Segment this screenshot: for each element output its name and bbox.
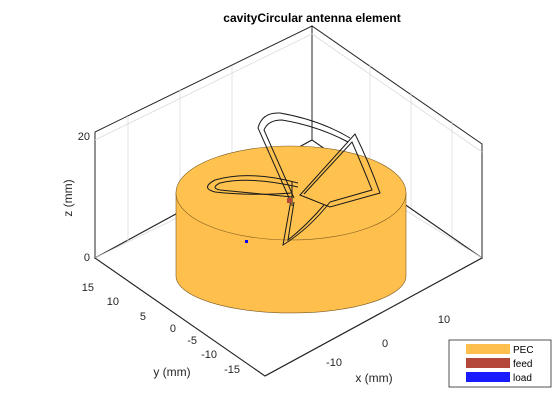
x-ticks: -10 0 10 [326,314,450,369]
grid-z20-right [311,33,483,153]
load-marker [245,240,248,243]
y-tick-neg10: -10 [201,349,217,361]
y-tick-neg5: -5 [187,335,197,347]
x-tick-10: 10 [438,314,450,326]
legend-swatch-load [466,372,510,382]
y-tick-10: 10 [107,296,119,308]
x-tick-0: 0 [382,338,388,350]
x-axis-label: x (mm) [355,371,392,385]
legend-label-pec: PEC [513,345,534,356]
arm-right-inner [303,141,373,203]
y-tick-neg15: -15 [224,364,240,376]
y-tick-0: 0 [170,323,176,335]
x-tick-neg10: -10 [326,357,342,369]
legend: PEC feed load [448,339,552,388]
y-tick-15: 15 [82,282,94,294]
axes-front-edges [94,257,483,377]
arm-lower [282,199,331,247]
legend-swatch-feed [466,358,510,368]
y-ticks: 15 10 5 0 -5 -10 -15 [82,282,240,376]
legend-label-feed: feed [513,359,532,370]
arm-lower-inner [287,201,325,242]
legend-label-load: load [513,373,532,384]
arm-right [299,133,381,208]
z-axis-label: z (mm) [61,179,75,216]
legend-swatch-pec [466,344,510,354]
arm-back-loop [207,175,299,195]
chart-title: cavityCircular antenna element [223,11,400,25]
feed-marker [287,198,292,203]
y-axis-label: y (mm) [153,365,190,379]
z-tick-0: 0 [84,252,90,264]
z-tick-20: 20 [78,131,90,143]
arm-back-loop-inner [214,179,299,198]
z-ticks: 20 0 [78,131,90,264]
antenna-arms [207,112,381,247]
arm-upper [257,112,351,201]
arm-upper-inner [263,119,349,199]
front-edge-right [264,257,483,377]
y-tick-5: 5 [140,311,146,323]
front-edge-left [94,257,266,377]
grid-z20-left [94,33,313,141]
